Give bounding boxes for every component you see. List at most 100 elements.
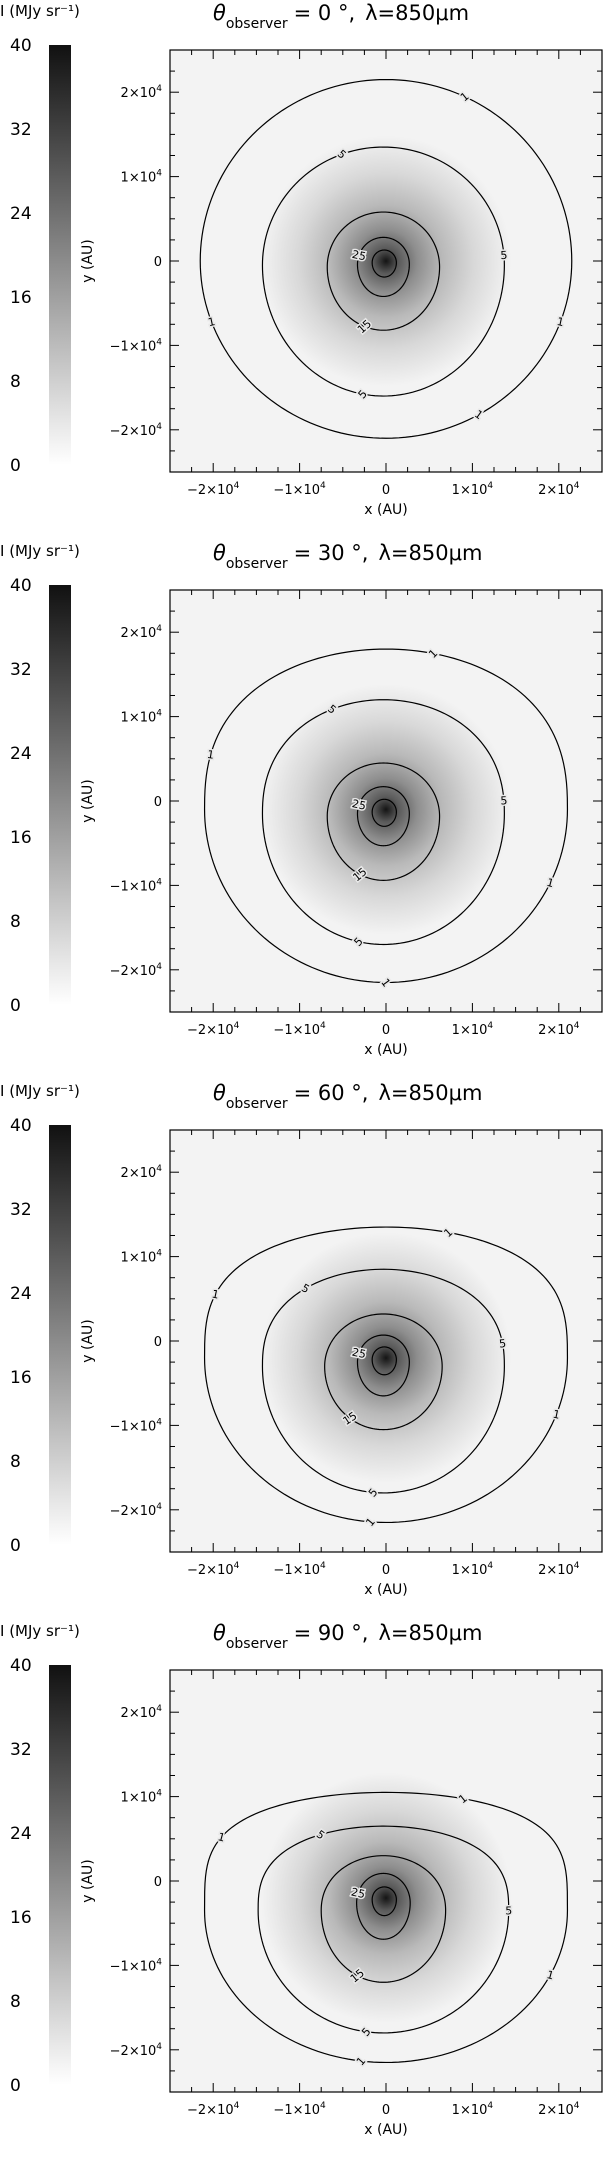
contour-level-25 — [356, 236, 410, 298]
contour-label: 25 — [351, 1346, 367, 1362]
x-tick-label: 1×104 — [452, 2101, 494, 2118]
colorbar — [49, 45, 71, 465]
tick-exponent: 4 — [487, 1561, 493, 1571]
colorbar-tick-label: 32 — [10, 1740, 32, 1760]
title-subscript: observer — [226, 16, 288, 32]
tick-base: 2×10 — [538, 483, 574, 498]
tick-base: 1×10 — [121, 171, 157, 186]
y-tick-label: 0 — [154, 795, 162, 810]
tick-base: 0 — [382, 483, 390, 498]
y-tick-label: 1×104 — [121, 1249, 163, 1266]
tick-base: 0 — [382, 1023, 390, 1038]
contour-level-15 — [324, 1313, 443, 1431]
intensity-map — [170, 590, 602, 1012]
colorbar-tick-label: 8 — [10, 372, 21, 392]
tick-exponent: 4 — [156, 1249, 162, 1259]
x-tick-label: 1×104 — [452, 481, 494, 498]
tick-exponent: 4 — [156, 1704, 162, 1714]
y-tick-label: −1×104 — [110, 337, 163, 354]
tick-base: −1×10 — [110, 1419, 157, 1434]
contour-label: 1 — [206, 748, 215, 762]
colorbar-tick-label: 8 — [10, 1452, 21, 1472]
tick-exponent: 4 — [320, 1021, 326, 1031]
title-subscript: observer — [226, 556, 288, 572]
tick-base: −2×10 — [187, 1563, 234, 1578]
tick-base: 0 — [382, 2103, 390, 2118]
x-tick-label: −1×104 — [273, 481, 326, 498]
contour-level-35 — [371, 249, 397, 278]
title-angle: = 60 °, — [294, 1081, 369, 1105]
colorbar — [49, 585, 71, 1005]
x-tick-label: 0 — [382, 1023, 390, 1038]
y-tick-label: −2×104 — [110, 422, 163, 439]
contour-level-5 — [261, 146, 505, 397]
colorbar-tick-label: 40 — [10, 1656, 32, 1676]
colorbar-tick-label: 32 — [10, 120, 32, 140]
tick-base: 2×10 — [121, 86, 157, 101]
y-axis-label: y (AU) — [80, 239, 96, 282]
tick-base: 1×10 — [452, 2103, 488, 2118]
panel-theta-30: I (MJy sr⁻¹) 0 8 16 24 32 40 θobserver = 30 °, λ=… — [0, 540, 606, 1075]
tick-exponent: 4 — [156, 2042, 162, 2052]
tick-base: −2×10 — [187, 2103, 234, 2118]
tick-exponent: 4 — [574, 481, 580, 491]
contour-level-35 — [371, 1886, 397, 1917]
panel-theta-90: I (MJy sr⁻¹) 0 8 16 24 32 40 θobserver = 90 °, λ=… — [0, 1620, 606, 2155]
tick-base: −2×10 — [187, 483, 234, 498]
colorbar-tick-label: 32 — [10, 1200, 32, 1220]
tick-base: 1×10 — [121, 1791, 157, 1806]
contour-label: 5 — [500, 249, 508, 262]
y-tick-label: 2×104 — [121, 1704, 163, 1721]
x-axis-label: x (AU) — [364, 1582, 407, 1598]
y-tick-label: −2×104 — [110, 1502, 163, 1519]
tick-exponent: 4 — [234, 481, 240, 491]
contour-label: 25 — [350, 1886, 366, 1902]
contour-level-35 — [371, 1346, 397, 1376]
x-tick-label: 0 — [382, 483, 390, 498]
colorbar-tick-label: 0 — [10, 2076, 21, 2096]
y-tick-label: −1×104 — [110, 1417, 163, 1434]
x-tick-label: 2×104 — [538, 481, 580, 498]
tick-base: 2×10 — [121, 1166, 157, 1181]
tick-exponent: 4 — [574, 2101, 580, 2111]
x-tick-label: 0 — [382, 1563, 390, 1578]
y-tick-label: 0 — [154, 1335, 162, 1350]
tick-exponent: 4 — [320, 1561, 326, 1571]
tick-exponent: 4 — [156, 1164, 162, 1174]
contour-label: 5 — [498, 1337, 506, 1351]
tick-base: −2×10 — [187, 1023, 234, 1038]
tick-base: −1×10 — [273, 1023, 320, 1038]
tick-base: −2×10 — [110, 1504, 157, 1519]
y-tick-label: 2×104 — [121, 1164, 163, 1181]
contour-label: 5 — [500, 794, 508, 807]
tick-exponent: 4 — [156, 1502, 162, 1512]
contour-level-35 — [371, 798, 397, 827]
panel-theta-60: I (MJy sr⁻¹) 0 8 16 24 32 40 θobserver = 60 °, λ=… — [0, 1080, 606, 1615]
title-symbol: θ — [213, 1, 226, 25]
intensity-map — [170, 50, 602, 472]
tick-exponent: 4 — [574, 1561, 580, 1571]
contour-level-1 — [203, 648, 569, 984]
tick-base: 0 — [382, 1563, 390, 1578]
y-tick-label: 1×104 — [121, 169, 163, 186]
contour-level-15 — [326, 211, 441, 331]
colorbar-label: I (MJy sr⁻¹) — [0, 542, 80, 560]
x-tick-label: 0 — [382, 2103, 390, 2118]
tick-base: 2×10 — [121, 626, 157, 641]
tick-exponent: 4 — [156, 1417, 162, 1427]
tick-base: 2×10 — [538, 1563, 574, 1578]
panel-title: θobserver = 0 °, λ=850μm — [213, 1, 469, 32]
contour-level-5 — [261, 1268, 505, 1494]
tick-base: 0 — [154, 1335, 162, 1350]
y-axis-label: y (AU) — [80, 779, 96, 822]
contour-level-15 — [320, 1855, 447, 1983]
x-tick-label: 1×104 — [452, 1561, 494, 1578]
contour-level-1 — [199, 78, 573, 439]
colorbar-tick-label: 8 — [10, 1992, 21, 2012]
tick-base: −2×10 — [110, 964, 157, 979]
tick-exponent: 4 — [156, 877, 162, 887]
colorbar-tick-label: 0 — [10, 1536, 21, 1556]
tick-exponent: 4 — [487, 1021, 493, 1031]
